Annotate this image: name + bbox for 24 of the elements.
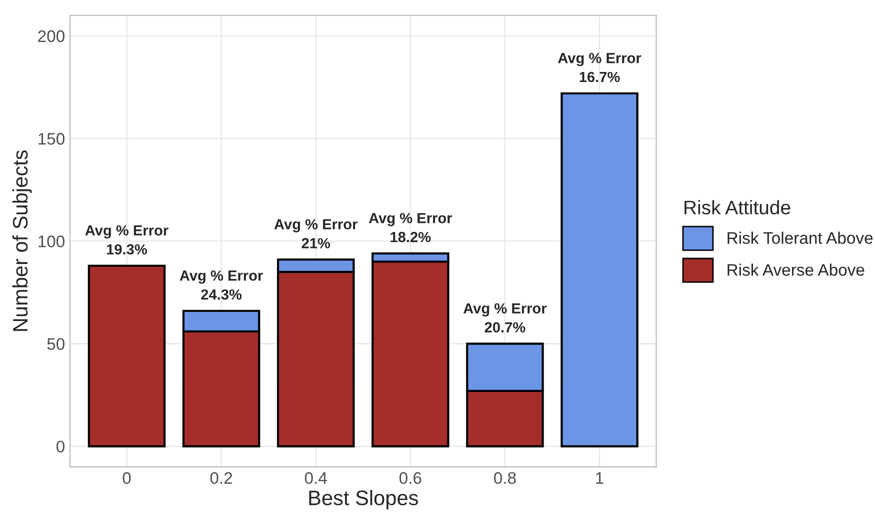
annotation: Avg % Error 18.2% [368, 212, 452, 242]
y-tick-label: 0 [56, 440, 64, 453]
x-tick-label: 1 [596, 472, 604, 484]
annotation: Avg % Error 21% [274, 219, 358, 248]
annotation: Avg % Error 24.3% [180, 270, 263, 300]
x-axis-title: Best Slopes [309, 490, 418, 510]
y-tick-label: 50 [47, 338, 64, 350]
bar [88, 264, 166, 448]
x-tick-label: 0.6 [399, 472, 422, 484]
x-tick-label: 0.2 [210, 472, 232, 484]
y-tick-label: 150 [38, 132, 64, 145]
annotation: Avg % Error 20.7% [463, 303, 547, 332]
bar [560, 92, 638, 448]
legend-title: Risk Attitude [684, 200, 790, 214]
y-tick-label: 200 [38, 30, 64, 42]
x-tick-label: 0 [122, 472, 131, 484]
legend-label: Risk Averse Above [728, 264, 864, 276]
x-tick-label: 0.8 [494, 472, 516, 484]
annotation: Avg % Error 19.3% [85, 225, 168, 255]
x-tick-label: 0.4 [304, 472, 327, 484]
legend-label: Risk Tolerant Above [728, 232, 873, 244]
y-tick-label: 100 [38, 236, 64, 248]
annotation: Avg % Error 16.7% [558, 52, 642, 82]
y-axis-title: Number of Subjects [12, 150, 32, 331]
